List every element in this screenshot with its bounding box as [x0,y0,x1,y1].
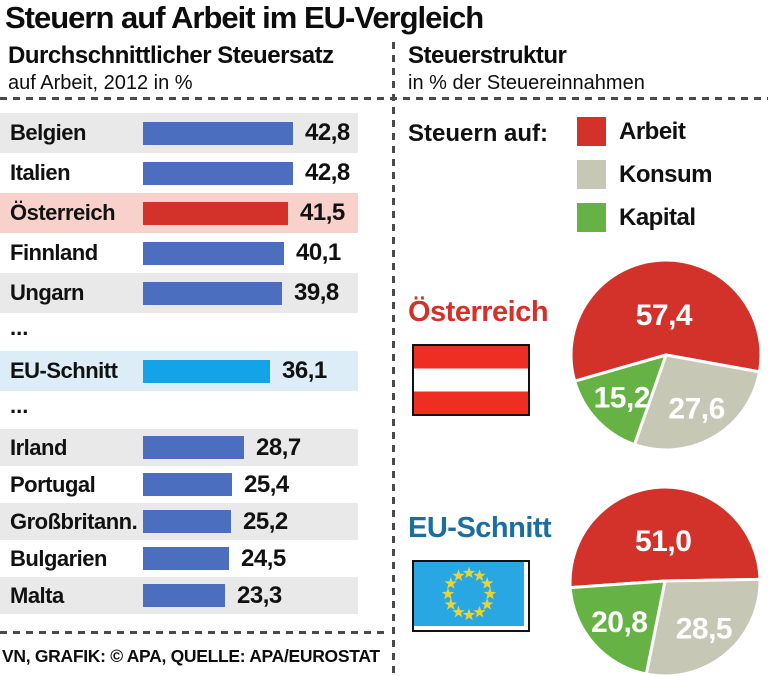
bar-value: 42,8 [305,119,350,146]
country-label: EU-Schnitt [10,358,118,383]
legend-swatch-icon [577,203,606,232]
gap-row: ... [0,391,358,429]
eu-star-icon [473,605,486,618]
country-label: Irland [10,434,67,460]
bar-row: Österreich 41,5 [0,193,358,233]
bar-value: 41,5 [300,199,345,226]
bar-value: 24,5 [241,544,286,572]
eu-star-icon [452,605,465,618]
bar-row: Ungarn 39,8 [0,273,358,313]
bar-value: 23,3 [237,581,282,609]
eu-section-label: EU-Schnitt [408,512,552,544]
pie-value-label: 27,6 [668,393,724,426]
pie-value-label: 28,5 [676,613,732,646]
legend-label: Arbeit [619,118,686,145]
bar-row: Belgien 42,8 [0,113,358,153]
eu-star-icon [452,569,465,582]
eu-flag-icon [412,560,530,632]
bar-value: 39,8 [294,279,339,306]
right-panel-heading: Steuerstruktur [408,42,567,69]
country-label: Ungarn [10,280,85,305]
legend-swatch-icon [577,117,606,146]
bar-value: 28,7 [256,433,301,461]
bar-row: Portugal 25,4 [0,466,358,503]
eu-star-icon [462,608,476,621]
bar-normal [143,241,284,265]
pie-slice-arbeit [568,485,762,590]
bar-value: 25,4 [244,470,289,498]
bar-value: 36,1 [282,357,327,384]
bar-row: Malta 23,3 [0,577,358,614]
austria-flag-icon [412,344,530,416]
bar-row: Irland 28,7 [0,429,358,466]
footer-divider-line [0,631,386,634]
eu-stars-icon [414,562,524,626]
legend-title: Steuern auf: [408,120,549,147]
country-label: Italien [10,160,71,185]
pie-slice-konsum [633,353,761,452]
pie-slice-arbeit [569,258,763,383]
source-credit: VN, GRAFIK: © APA, QUELLE: APA/EUROSTAT [2,646,380,666]
eu-pie-chart: 51,0 28,5 20,8 [568,485,762,676]
bar-normal [143,281,282,305]
pie-value-label: 20,8 [591,606,647,639]
eu-star-icon [444,577,457,589]
bar-value: 42,8 [305,159,350,186]
eu-star-icon [444,598,457,610]
bar-normal [143,547,229,570]
eu-star-icon [473,569,486,582]
legend-label: Kapital [619,204,696,231]
eu-star-icon [481,598,494,610]
page-title: Steuern auf Arbeit im EU-Vergleich [5,0,484,35]
bar-highlight [143,201,288,225]
bar-normal [143,161,293,185]
bar-normal [143,584,225,607]
country-label: Belgien [10,120,86,145]
bar-eu [143,359,270,383]
gap-row: ... [0,313,358,351]
ellipsis-label: ... [10,393,29,419]
country-label: Österreich [10,200,116,225]
bar-normal [143,510,231,533]
pie-value-label: 57,4 [636,299,693,332]
header-divider-line [0,97,768,100]
pie-slice-kapital [568,579,667,676]
left-panel-heading: Durchschnittlicher Steuersatz [8,42,334,69]
country-label: Bulgarien [10,545,107,571]
pie-slice-kapital [573,353,668,447]
bar-normal [143,121,293,145]
bar-row: EU-Schnitt 36,1 [0,351,358,391]
legend-swatch-icon [577,160,606,189]
austria-pie-chart: 57,4 27,6 15,2 [569,258,763,452]
bar-normal [143,436,244,459]
column-divider-line [392,42,395,676]
ellipsis-label: ... [10,315,29,341]
eu-star-icon [483,587,497,600]
eu-star-icon [481,577,494,589]
pie-value-label: 51,0 [635,525,691,558]
bar-chart: Belgien 42,8 Italien 42,8 Österreich 41,5 Finn… [0,113,358,614]
bar-value: 40,1 [296,239,341,266]
country-label: Finnland [10,240,98,265]
bar-row: Großbritann. 25,2 [0,503,358,540]
bar-row: Finnland 40,1 [0,233,358,273]
bar-row: Bulgarien 24,5 [0,540,358,577]
left-panel-subheading: auf Arbeit, 2012 in % [8,72,193,94]
bar-value: 25,2 [243,507,288,535]
pie-value-label: 15,2 [594,382,650,415]
bar-normal [143,473,232,496]
country-label: Portugal [10,471,96,497]
legend-label: Konsum [619,161,713,188]
right-panel-subheading: in % der Steuereinnahmen [408,72,645,94]
eu-star-icon [441,587,455,600]
austria-section-label: Österreich [408,296,549,328]
country-label: Großbritann. [10,508,138,534]
eu-star-icon [462,566,476,579]
country-label: Malta [10,582,64,608]
bar-row: Italien 42,8 [0,153,358,193]
